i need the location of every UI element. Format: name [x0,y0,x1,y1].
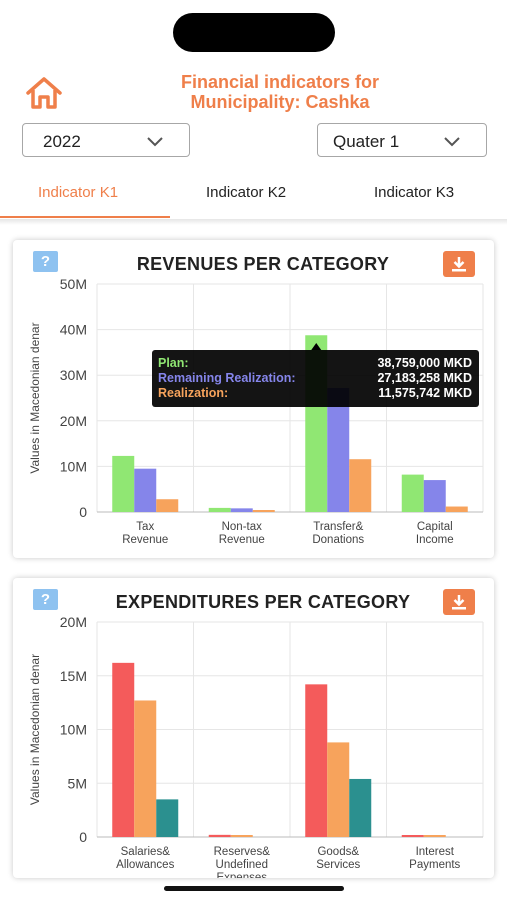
active-tab-indicator [0,216,170,218]
tooltip-box [152,350,479,407]
tooltip-label: Realization: [158,386,228,400]
bar [112,455,135,512]
tooltip-value: 38,759,000 MKD [377,356,472,370]
bar [230,508,253,512]
help-icon[interactable]: ? [33,589,58,610]
chevron-down-icon [147,137,163,147]
y-tick-label: 30M [60,367,87,383]
expenditures-download-button[interactable] [443,589,475,615]
expenditures-title: EXPENDITURES PER CATEGORY [115,592,411,612]
bar [327,388,350,512]
download-icon [452,595,466,610]
x-tick-label: Salaries& [121,846,171,858]
bar [445,506,468,512]
tooltip-value: 27,183,258 MKD [377,371,472,385]
title-line-2: Municipality: Cashka [190,92,370,112]
y-axis-title: Values in Macedonian denar [28,654,42,805]
x-tick-label: Interest [416,846,455,858]
home-indicator [164,886,344,891]
x-tick-label: Income [416,534,454,546]
x-tick-label: Non-tax [222,521,263,533]
tab-indicator-k1[interactable]: Indicator K1 [38,184,119,201]
y-tick-label: 10M [60,722,87,738]
help-icon[interactable]: ? [33,251,58,272]
y-tick-label: 20M [60,614,87,630]
bar [156,799,179,837]
x-tick-label: Donations [312,534,364,546]
bar [156,499,179,512]
y-axis-title: Values in Macedonian denar [28,322,42,473]
tab-indicator-k2[interactable]: Indicator K2 [206,184,287,201]
bar [134,468,157,512]
bar [349,778,372,837]
indicator-tabs: Indicator K1 Indicator K2 Indicator K3 [0,172,507,220]
revenues-card: ? REVENUES PER CATEGORY 0 10M 20M 30M 40M 50M… [13,240,494,558]
y-tick-label: 0 [79,829,87,845]
x-tick-label: Reserves& [214,846,271,858]
home-icon [26,77,62,109]
revenues-chart: 0 10M 20M 30M 40M 50M Values in Macedonian den… [28,276,484,546]
expenditures-chart: 0 5M 10M 15M 20M Values in Macedonian denar Sa… [28,614,484,878]
y-tick-label: 5M [68,775,87,791]
page-title: Financial indicators for Municipality: C… [100,72,460,112]
y-tick-label: 10M [60,458,87,474]
y-tick-label: 0 [79,504,87,520]
x-tick-label: Expenses [216,872,267,878]
bar [252,510,275,512]
revenues-download-button[interactable] [443,251,475,277]
x-tick-label: Payments [409,859,460,871]
bar [401,474,424,512]
tooltip-pointer [311,343,322,350]
year-value: 2022 [43,132,81,151]
chart-tooltip: Plan: 38,759,000 MKD Remaining Realization… [152,343,479,407]
bar [423,835,446,837]
tab-indicator-k3[interactable]: Indicator K3 [374,184,455,201]
year-select[interactable]: 2022 [22,123,190,157]
bar [401,835,424,837]
x-tick-label: Revenue [122,534,168,546]
home-button[interactable] [25,76,63,110]
tooltip-label: Plan: [158,356,189,370]
title-line-1: Financial indicators for [180,72,380,92]
y-tick-label: 20M [60,413,87,429]
bar [327,742,350,837]
tooltip-value: 11,575,742 MKD [378,386,472,400]
phone-notch [173,13,335,52]
x-tick-label: Services [316,859,360,871]
y-tick-label: 40M [60,322,87,338]
bar [349,459,372,512]
bar [208,834,231,837]
x-tick-label: Tax [136,521,154,533]
bar [230,835,253,837]
x-tick-label: Transfer& [313,521,363,533]
tooltip-label: Remaining Realization: [158,371,296,385]
download-icon [452,257,466,272]
x-tick-label: Capital [417,521,453,533]
bar [208,507,231,512]
bar [423,480,446,512]
quarter-value: Quater 1 [333,132,400,151]
y-tick-label: 50M [60,276,87,292]
y-tick-label: 15M [60,668,87,684]
x-tick-label: Undefined [216,859,268,871]
x-tick-label: Revenue [219,534,265,546]
quarter-select[interactable]: Quater 1 [317,123,487,157]
bar [305,684,328,837]
tabs-shadow [0,219,507,225]
x-tick-label: Goods& [317,846,359,858]
bar [112,662,135,837]
chevron-down-icon [444,137,460,147]
bar [134,700,157,837]
revenues-title: REVENUES PER CATEGORY [136,254,390,274]
x-tick-label: Allowances [116,859,174,871]
expenditures-card: ? EXPENDITURES PER CATEGORY 0 5M 10M 15M 20M… [13,578,494,878]
